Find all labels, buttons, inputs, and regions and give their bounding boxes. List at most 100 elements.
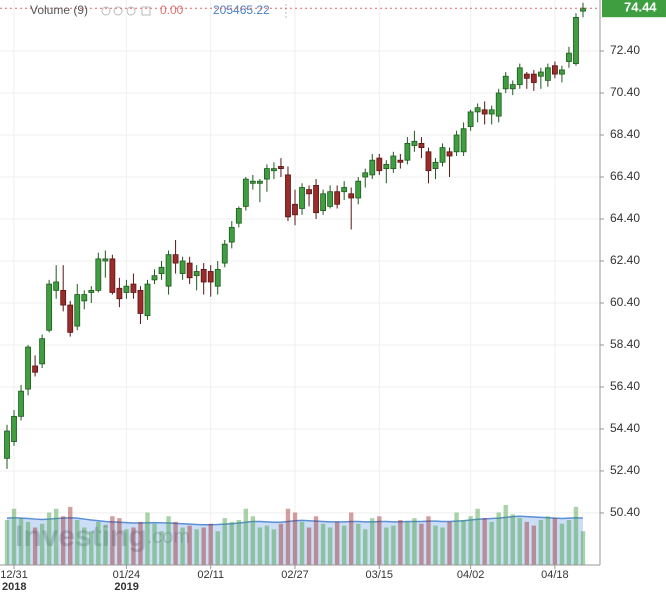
x-tick-label: 02/11 (197, 569, 224, 581)
volume-bar (180, 527, 185, 565)
volume-bar (96, 521, 101, 565)
volume-bar (327, 527, 333, 565)
volume-legend-label: Volume (9) (30, 3, 88, 17)
candle-body (88, 289, 95, 293)
candle-body (292, 203, 298, 216)
x-tick-label: 01/24 (113, 569, 141, 581)
volume-bar (229, 521, 234, 565)
volume-bar (334, 521, 340, 565)
volume-bar (384, 527, 389, 565)
legend-icons (101, 6, 151, 16)
last-price-tag (602, 0, 666, 18)
volume-bar (278, 523, 284, 565)
candle-body (488, 109, 495, 115)
volume-bar (405, 521, 410, 565)
x-tick-label: 03/15 (366, 569, 394, 581)
volume-bar (503, 505, 508, 565)
volume-bar (264, 525, 270, 565)
y-tick-label: 70.40 (610, 85, 640, 99)
volume-bar (285, 508, 291, 565)
candle-body (264, 168, 270, 180)
candle-body (460, 128, 467, 153)
candle-body (95, 258, 102, 291)
candle-body (285, 174, 291, 218)
volume-bar (32, 527, 38, 565)
volume-bar (510, 514, 515, 565)
volume-bar (46, 512, 52, 565)
x-tick-label: 04/18 (541, 569, 569, 581)
volume-legend-ma: 205465.22 (213, 3, 270, 17)
volume-ma-area (7, 516, 583, 565)
candle-body (313, 184, 319, 214)
volume-bar (131, 527, 136, 565)
volume-bar (313, 516, 319, 565)
candle-body (566, 52, 572, 62)
candle-body (179, 260, 186, 274)
candle-body (151, 275, 158, 281)
volume-bar (166, 516, 171, 565)
candle-body (509, 84, 516, 90)
candle-body (320, 193, 326, 211)
x-tick-label: 12/31 (0, 569, 28, 581)
candle-body (271, 168, 277, 172)
candle-body (11, 415, 17, 442)
volume-bar (39, 523, 45, 565)
candle-body (18, 390, 24, 417)
x-year-label: 2018 (2, 581, 26, 593)
candle-body (397, 159, 404, 163)
volume-bar (75, 520, 80, 565)
y-tick-label: 52.40 (610, 463, 640, 477)
candle-body (242, 178, 249, 207)
candle-body (186, 262, 193, 279)
volume-bar (391, 525, 396, 565)
volume-bar (489, 521, 494, 565)
volume-bar (257, 527, 263, 565)
candle-body (228, 226, 235, 243)
volume-bar (552, 518, 558, 565)
candle-body (109, 258, 116, 293)
candle-body (46, 283, 53, 331)
volume-bar (194, 529, 199, 565)
candle-body (221, 243, 228, 264)
candle-body (60, 289, 67, 306)
candle-body (425, 151, 432, 172)
candle-body (552, 65, 558, 75)
candle-body (278, 166, 284, 169)
candle-body (4, 430, 10, 459)
volume-bar (320, 523, 326, 565)
candle-body (411, 140, 418, 146)
volume-bar (356, 523, 361, 565)
volume-bar (559, 523, 565, 565)
volume-bar (545, 516, 551, 565)
candle-body (165, 254, 172, 287)
volume-bar (573, 506, 579, 565)
candle-body (327, 191, 334, 207)
candle-body (523, 73, 530, 79)
volume-bar (11, 508, 17, 565)
volume-bar (138, 521, 143, 565)
candle-body (580, 7, 586, 12)
candle-body (341, 187, 348, 193)
y-tick-label: 54.40 (610, 421, 640, 435)
candle-body (299, 187, 305, 209)
candle-body (306, 189, 312, 195)
candle-body (256, 180, 263, 184)
volume-bar (18, 518, 24, 565)
volume-bar (187, 525, 192, 565)
volume-bar (348, 512, 354, 565)
candle-body (355, 180, 362, 199)
candle-body (67, 304, 74, 333)
volume-bar (341, 525, 347, 565)
candle-body (369, 159, 376, 176)
volume-bar (215, 531, 220, 565)
candle-body (144, 283, 151, 316)
volume-bar (173, 521, 178, 565)
candle-body (502, 75, 509, 90)
candle-body (390, 155, 397, 169)
volume-bar (4, 520, 10, 565)
candle-body (137, 289, 144, 314)
volume-bar (243, 508, 249, 565)
volume-bar (292, 512, 298, 565)
candle-body (172, 254, 179, 264)
